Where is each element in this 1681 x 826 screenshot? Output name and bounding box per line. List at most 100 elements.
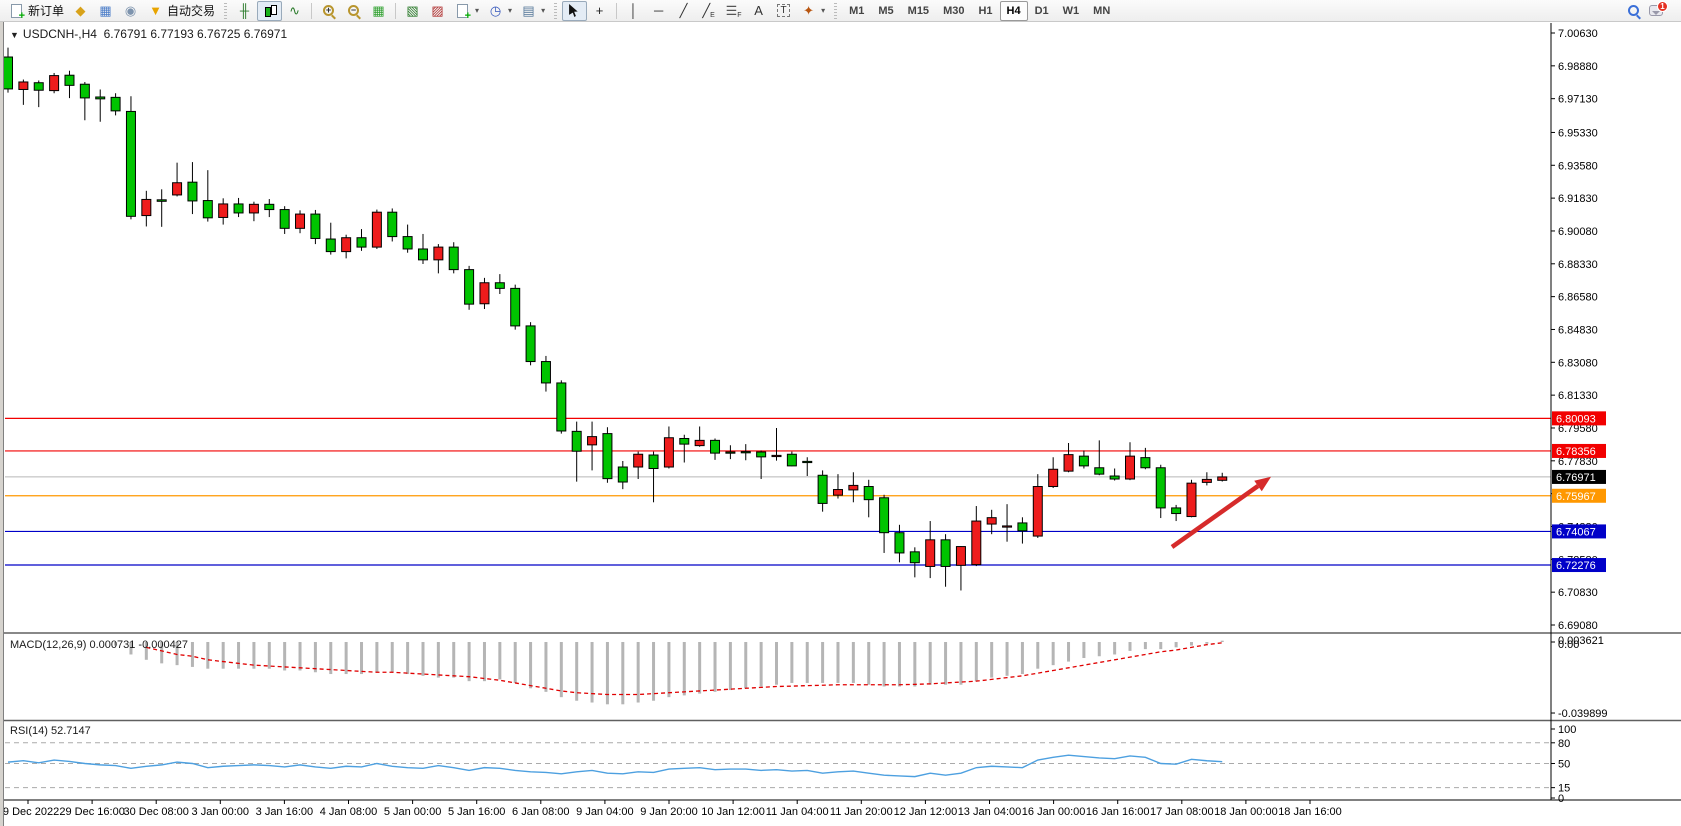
toolbar-group-pointer: + (562, 0, 612, 22)
timeframe-h4-button[interactable]: H4 (999, 0, 1028, 21)
timeframe-h1-button[interactable]: H1 (978, 4, 993, 17)
zoom-in-button[interactable]: + (316, 1, 341, 21)
macd-name: MACD(12,26,9) (10, 639, 87, 651)
price-tick-label: 6.84830 (1558, 324, 1598, 336)
search-icon[interactable] (1628, 5, 1639, 16)
timeframe-m30-button[interactable]: M30 (943, 4, 965, 17)
zoom-out-button[interactable]: − (341, 1, 366, 21)
macd-bar (944, 642, 948, 685)
price-axis[interactable]: 7.00630 6.98880 6.97130 6.95330 6.93580 6.918… (1550, 23, 1608, 805)
trendline-button[interactable]: ╱ (671, 1, 696, 21)
arrows-button[interactable]: ✦ ▾ (796, 1, 829, 21)
toolbar-grip[interactable] (553, 2, 559, 19)
text-label-button[interactable]: T (771, 1, 796, 21)
vertical-line-button[interactable]: │ (621, 1, 646, 21)
macd-bar (190, 642, 194, 667)
chevron-down-icon[interactable]: ▾ (541, 6, 546, 15)
candle-body (617, 466, 628, 483)
macd-bar (452, 642, 456, 678)
rsi-line (7, 754, 1223, 778)
text-label-icon: T (775, 2, 792, 19)
timeframe-mn-button[interactable]: MN (1093, 4, 1111, 17)
timeframe-m15-button[interactable]: M15 (907, 4, 930, 17)
macd-bar (1082, 642, 1086, 659)
ohlc-values: 6.76791 6.77193 6.76725 6.76971 (103, 27, 288, 41)
broadcast-button[interactable]: ◉ (118, 1, 143, 21)
price-tick-label: 6.95330 (1558, 127, 1598, 139)
candle-body (95, 96, 106, 100)
fibonacci-button[interactable]: ☰ F (721, 1, 746, 21)
candle-body (1048, 468, 1059, 488)
market-watch-button[interactable]: ◆ (68, 1, 93, 21)
macd-bar (406, 642, 410, 675)
candle-body (1125, 455, 1136, 480)
macd-bar (698, 642, 702, 694)
chart-shift-button[interactable]: ▨ (425, 1, 450, 21)
time-tick-label: 5 Jan 00:00 (384, 806, 442, 818)
new-order-button[interactable]: 新订单 (4, 1, 68, 22)
templates-button[interactable]: ▾ (450, 1, 483, 22)
candle-body (3, 56, 13, 90)
time-tick-label: 9 Jan 20:00 (640, 806, 698, 818)
horizontal-line-button[interactable]: ─ (646, 1, 671, 21)
candle-body (64, 74, 75, 86)
cursor-button[interactable] (562, 0, 588, 21)
toolbar-grip[interactable] (223, 2, 229, 19)
toolbar-grip[interactable] (833, 2, 839, 19)
profiles-button[interactable]: ▤ ▾ (516, 1, 549, 21)
chart-canvas[interactable]: 7.00630 6.98880 6.97130 6.95330 6.93580 6.918… (0, 22, 1681, 826)
candlestick-button[interactable] (257, 0, 283, 21)
candle-body (1078, 455, 1089, 467)
macd-axis-label: 0.003621 (1558, 635, 1604, 647)
macd-bar (144, 642, 148, 660)
timeframe-m1-button[interactable]: M1 (849, 4, 865, 17)
autotrading-button[interactable]: ▼ 自动交易 (143, 1, 219, 21)
horizontal-lines[interactable] (5, 417, 1551, 566)
charts-button[interactable]: ▦ (93, 1, 118, 21)
macd-bar (667, 642, 671, 698)
crosshair-button[interactable]: + (587, 1, 612, 21)
macd-bar (498, 642, 502, 680)
timeframe-d1-button[interactable]: D1 (1034, 4, 1049, 17)
macd-signal-line (146, 642, 1223, 696)
macd-bar (590, 642, 594, 703)
macd-bar (851, 642, 855, 683)
candle-body (710, 439, 721, 454)
candle-body (848, 484, 859, 491)
macd-axis-label: -0.039899 (1558, 708, 1608, 720)
chevron-down-icon[interactable]: ▾ (508, 6, 513, 15)
line-chart-button[interactable]: ∿ (282, 1, 307, 21)
macd-bar (1205, 642, 1209, 644)
ohlc-bars-button[interactable]: ╫ (232, 1, 257, 21)
collapse-icon[interactable]: ▼ (10, 30, 19, 40)
macd-bar (790, 642, 794, 683)
macd-bar (1143, 642, 1147, 650)
window-left-border (0, 22, 4, 826)
macd-bar (744, 642, 748, 689)
clock-button[interactable]: ◷ ▾ (483, 1, 516, 21)
price-tick-label: 6.97130 (1558, 94, 1598, 106)
macd-bar (1097, 642, 1101, 657)
rsi-axis-label: 80 (1558, 738, 1570, 750)
line-chart-icon: ∿ (289, 3, 300, 18)
candlesticks (3, 47, 1228, 591)
time-tick-label: 11 Jan 20:00 (830, 806, 893, 818)
chevron-down-icon[interactable]: ▾ (821, 6, 826, 15)
candle-body (955, 546, 966, 566)
chevron-down-icon[interactable]: ▾ (475, 6, 480, 15)
tile-windows-button[interactable]: ▦ (366, 1, 391, 21)
price-tick-label: 6.77830 (1558, 456, 1598, 468)
text-button[interactable]: A (746, 1, 771, 21)
price-tick-label: 6.69080 (1558, 620, 1598, 632)
panel-separators[interactable] (0, 632, 1681, 801)
timeframe-w1-button[interactable]: W1 (1062, 4, 1080, 17)
chat-icon[interactable]: 1 (1649, 1, 1668, 16)
timeframe-m5-button[interactable]: M5 (878, 4, 894, 17)
new-chart-button[interactable]: ▧ (400, 1, 425, 21)
equidistant-channel-button[interactable]: ╱ E (696, 1, 721, 21)
time-tick-label: 12 Jan 12:00 (894, 806, 958, 818)
time-tick-label: 18 Jan 16:00 (1278, 806, 1342, 818)
candle-body (694, 439, 705, 447)
trend-arrow-annotation[interactable] (1170, 476, 1272, 549)
